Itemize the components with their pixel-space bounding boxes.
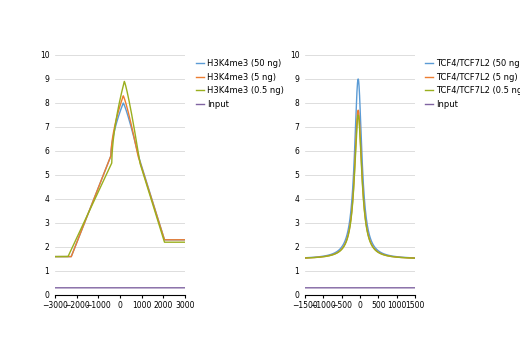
H3K4me3 (0.5 ng)	[74, 234, 81, 238]
H3K4me3 (0.5 ng)	[179, 240, 186, 244]
Line: H3K4me3 (5 ng): H3K4me3 (5 ng)	[55, 96, 185, 257]
Input	[182, 286, 188, 290]
Input	[52, 286, 58, 290]
TCF4/TCF7L2 (0.5 ng)	[302, 256, 308, 260]
TCF4/TCF7L2 (50 ng)	[398, 255, 404, 259]
Input	[398, 286, 404, 290]
H3K4me3 (50 ng)	[67, 254, 73, 259]
H3K4me3 (5 ng)	[107, 155, 113, 159]
H3K4me3 (5 ng)	[102, 169, 108, 173]
TCF4/TCF7L2 (5 ng)	[355, 108, 361, 112]
TCF4/TCF7L2 (0.5 ng)	[410, 256, 416, 260]
TCF4/TCF7L2 (5 ng)	[410, 256, 416, 260]
Input	[179, 286, 186, 290]
TCF4/TCF7L2 (50 ng)	[410, 256, 416, 260]
TCF4/TCF7L2 (50 ng)	[302, 256, 308, 260]
TCF4/TCF7L2 (0.5 ng)	[412, 256, 418, 260]
H3K4me3 (50 ng)	[107, 155, 113, 159]
Line: H3K4me3 (0.5 ng): H3K4me3 (0.5 ng)	[55, 82, 185, 257]
TCF4/TCF7L2 (5 ng)	[315, 255, 321, 259]
H3K4me3 (5 ng)	[52, 254, 58, 259]
H3K4me3 (5 ng)	[120, 94, 126, 98]
H3K4me3 (0.5 ng)	[52, 254, 58, 259]
H3K4me3 (50 ng)	[102, 169, 108, 173]
TCF4/TCF7L2 (50 ng)	[412, 256, 418, 260]
Input	[412, 286, 418, 290]
Input	[74, 286, 81, 290]
H3K4me3 (5 ng)	[182, 238, 188, 242]
Input	[315, 286, 321, 290]
TCF4/TCF7L2 (5 ng)	[398, 256, 404, 260]
H3K4me3 (0.5 ng)	[165, 240, 172, 244]
Input	[165, 286, 172, 290]
TCF4/TCF7L2 (50 ng)	[315, 255, 321, 259]
H3K4me3 (50 ng)	[74, 238, 81, 243]
H3K4me3 (5 ng)	[67, 254, 73, 259]
TCF4/TCF7L2 (0.5 ng)	[398, 256, 404, 260]
H3K4me3 (0.5 ng)	[121, 79, 127, 84]
H3K4me3 (5 ng)	[165, 238, 172, 242]
Line: H3K4me3 (50 ng): H3K4me3 (50 ng)	[55, 103, 185, 257]
H3K4me3 (0.5 ng)	[102, 176, 108, 180]
Input	[410, 286, 416, 290]
H3K4me3 (0.5 ng)	[67, 251, 73, 255]
TCF4/TCF7L2 (5 ng)	[349, 207, 355, 211]
Input	[321, 286, 327, 290]
H3K4me3 (0.5 ng)	[182, 240, 188, 244]
TCF4/TCF7L2 (0.5 ng)	[315, 255, 321, 259]
Line: TCF4/TCF7L2 (5 ng): TCF4/TCF7L2 (5 ng)	[305, 110, 415, 258]
TCF4/TCF7L2 (0.5 ng)	[344, 237, 350, 241]
TCF4/TCF7L2 (5 ng)	[302, 256, 308, 260]
Input	[107, 286, 113, 290]
H3K4me3 (50 ng)	[179, 238, 186, 242]
TCF4/TCF7L2 (50 ng)	[349, 197, 355, 201]
H3K4me3 (0.5 ng)	[107, 164, 113, 168]
H3K4me3 (5 ng)	[74, 238, 81, 243]
TCF4/TCF7L2 (50 ng)	[321, 254, 327, 258]
TCF4/TCF7L2 (50 ng)	[355, 77, 361, 81]
H3K4me3 (50 ng)	[182, 238, 188, 242]
Line: TCF4/TCF7L2 (50 ng): TCF4/TCF7L2 (50 ng)	[305, 79, 415, 258]
TCF4/TCF7L2 (50 ng)	[344, 232, 350, 236]
TCF4/TCF7L2 (0.5 ng)	[321, 254, 327, 259]
TCF4/TCF7L2 (0.5 ng)	[349, 209, 355, 213]
H3K4me3 (5 ng)	[179, 238, 186, 242]
H3K4me3 (50 ng)	[165, 238, 172, 242]
Input	[302, 286, 308, 290]
TCF4/TCF7L2 (5 ng)	[344, 236, 350, 240]
TCF4/TCF7L2 (0.5 ng)	[355, 113, 361, 117]
H3K4me3 (50 ng)	[52, 254, 58, 259]
Line: TCF4/TCF7L2 (0.5 ng): TCF4/TCF7L2 (0.5 ng)	[305, 115, 415, 258]
Legend: TCF4/TCF7L2 (50 ng), TCF4/TCF7L2 (5 ng), TCF4/TCF7L2 (0.5 ng), Input: TCF4/TCF7L2 (50 ng), TCF4/TCF7L2 (5 ng),…	[425, 59, 520, 109]
Input	[67, 286, 73, 290]
Input	[344, 286, 350, 290]
H3K4me3 (50 ng)	[120, 101, 126, 105]
Input	[349, 286, 355, 290]
Input	[102, 286, 108, 290]
TCF4/TCF7L2 (5 ng)	[321, 254, 327, 259]
Legend: H3K4me3 (50 ng), H3K4me3 (5 ng), H3K4me3 (0.5 ng), Input: H3K4me3 (50 ng), H3K4me3 (5 ng), H3K4me3…	[196, 59, 284, 109]
TCF4/TCF7L2 (5 ng)	[412, 256, 418, 260]
